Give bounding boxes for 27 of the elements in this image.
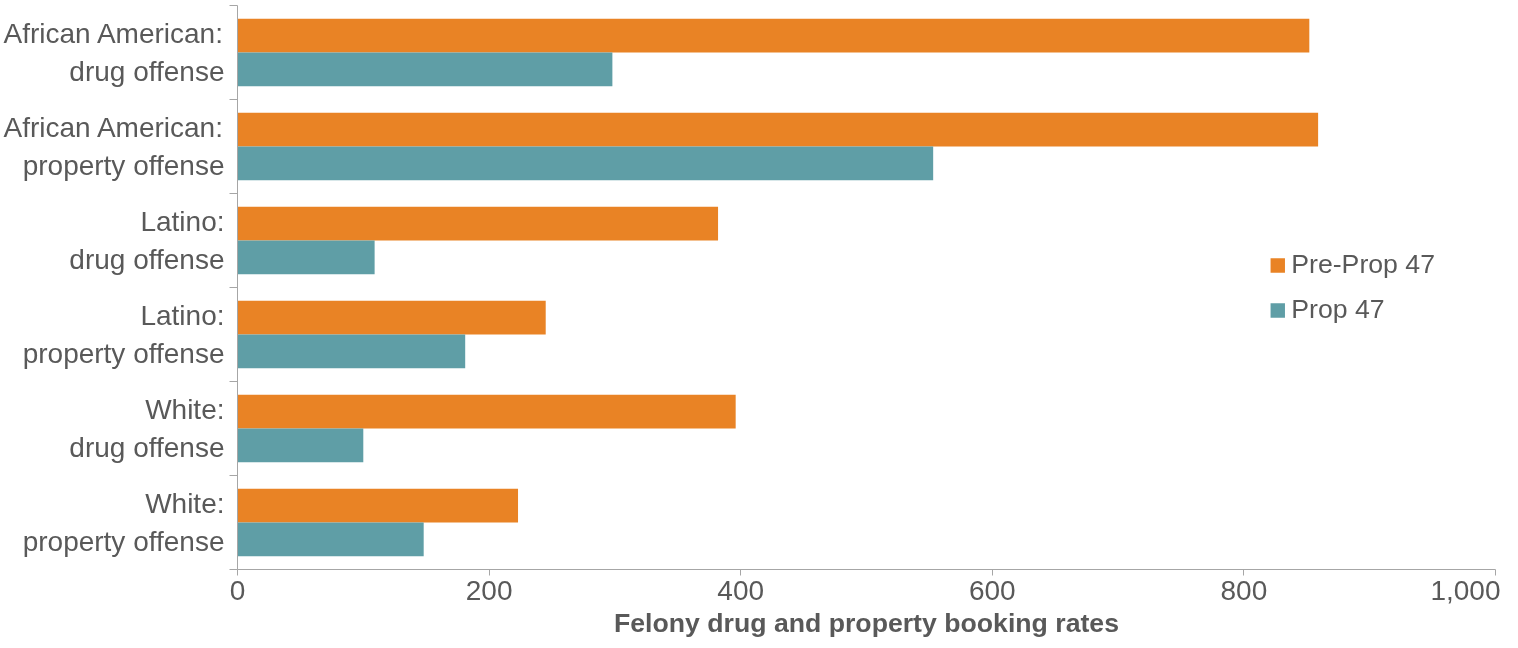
legend-label: Pre-Prop 47 — [1291, 249, 1435, 280]
y-tick-label: Latino: drug offense — [69, 206, 225, 275]
y-tick-label: Latino: property offense — [22, 300, 225, 369]
bar — [237, 334, 466, 369]
bar — [237, 52, 613, 87]
y-tick-label: African American: drug offense — [3, 18, 225, 87]
bar — [237, 18, 1310, 53]
bar — [237, 146, 934, 181]
bar — [237, 206, 719, 241]
y-tick-label: White: drug offense — [69, 394, 225, 463]
bar — [237, 394, 736, 429]
x-tick-label: 400 — [717, 574, 765, 606]
x-tick-label: 800 — [1220, 574, 1268, 606]
y-tick-label: African American: property offense — [3, 112, 225, 181]
bar — [237, 240, 375, 275]
x-tick-label: 1,000 — [1430, 574, 1501, 606]
bar — [237, 522, 424, 557]
bar — [237, 428, 364, 463]
bar — [237, 300, 546, 335]
x-tick-label: 200 — [465, 574, 513, 606]
x-axis-title: Felony drug and property booking rates — [613, 607, 1120, 638]
y-tick-label: White: property offense — [22, 488, 225, 557]
x-tick-label: 0 — [229, 574, 246, 606]
x-tick-label: 600 — [968, 574, 1016, 606]
bar — [237, 112, 1319, 147]
bar — [237, 488, 519, 523]
legend-label: Prop 47 — [1291, 294, 1385, 325]
